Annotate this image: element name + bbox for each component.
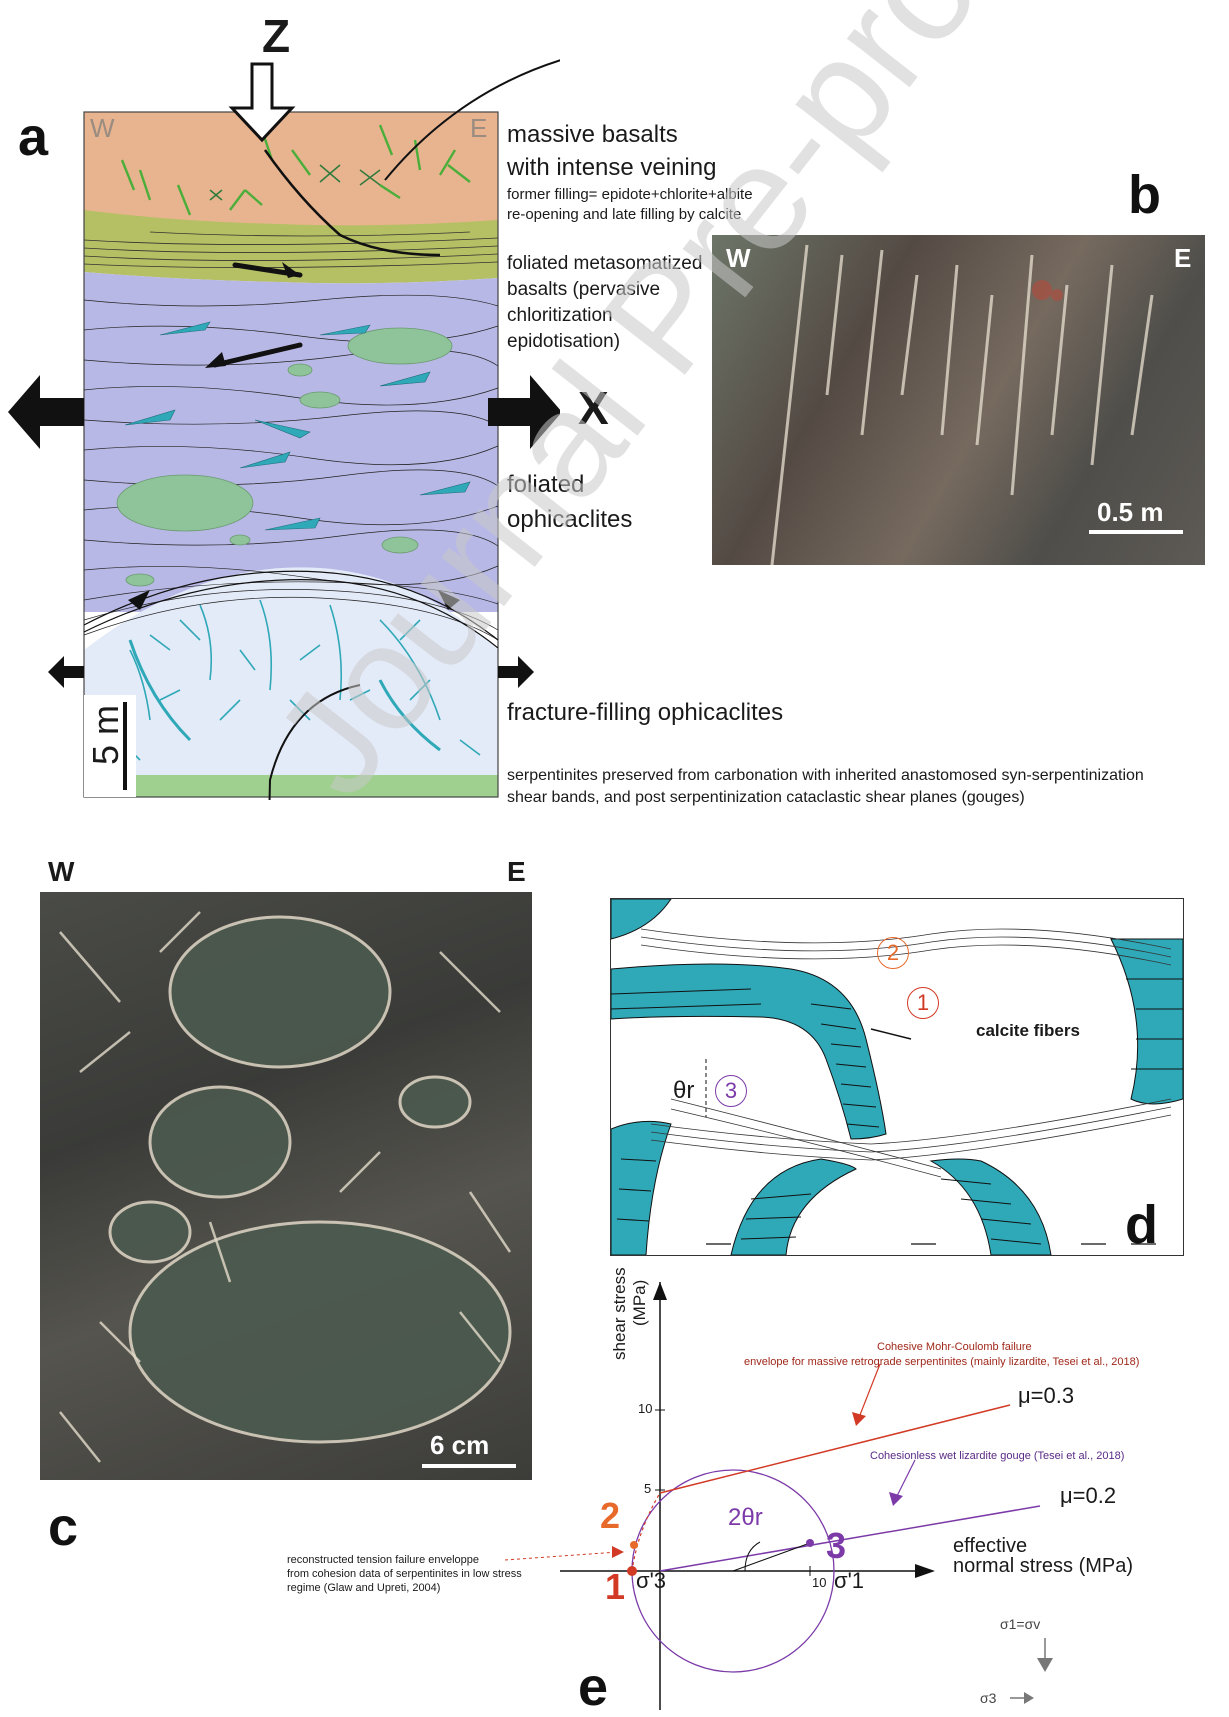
y-axis-label-2: (MPa) [630,1279,649,1326]
z-compression-arrow [228,62,296,143]
label-serpentinites-1: serpentinites preserved from carbonation… [507,767,1144,784]
x-axis-label-1: effective [953,1535,1028,1557]
panel-letter-c: c [48,1497,79,1557]
panel-a-block-diagram [8,59,560,800]
label-serpentinites-2: shear bands, and post serpentinization c… [507,789,1025,806]
label-basalts-note-1: former filling= epidote+chlorite+albite [507,186,753,203]
label-basalts-2: with intense veining [507,154,717,181]
label-meta-3: chloritization [507,305,613,326]
x-arrow-right [488,375,560,449]
stress-sigma1-label: σ1=σv [1000,1616,1041,1632]
panel-letter-d: d [1125,1195,1158,1255]
label-basalts-1: massive basalts [507,121,678,148]
compass-e-c: E [507,856,526,887]
x-arrow-left [8,375,84,449]
point-3-label: 3 [826,1525,847,1566]
mu-03-label: μ=0.3 [1018,1383,1075,1408]
outcrop-photo-c: 6 cm [40,892,532,1480]
tension-label-2: from cohesion data of serpentinites in l… [287,1568,522,1580]
y-axis-label-1: shear stress [610,1267,629,1360]
small-arrow-left [48,656,84,688]
marker-d-1: 1 [907,987,939,1019]
outcrop-photo-b: W E 0.5 m [712,235,1205,565]
calcite-fibers-label: calcite fibers [976,1021,1080,1040]
small-arrow-right [498,656,534,688]
fracture-ophicalcite-layer [84,567,498,775]
cohesive-label-2: envelope for massive retrograde serpenti… [744,1356,1140,1368]
label-meta-2: basalts (pervasive [507,279,661,300]
scale-label-c: 6 cm [430,1430,490,1460]
meta-basalt-layer [84,210,498,284]
axis-x-label: X [578,382,609,434]
stress-sigma3-label: σ3 [980,1690,997,1706]
scale-label-a: 5 m [85,704,126,765]
cohesionless-label: Cohesionless wet lizardite gouge (Tesei … [870,1450,1125,1462]
mu-02-label: μ=0.2 [1060,1483,1117,1508]
label-ophi-2: ophicaclites [507,506,633,533]
label-fracture-filling: fracture-filling ophicaclites [507,699,784,726]
panel-d-frame: 2 1 3 calcite fibers θr [610,898,1184,1256]
point-1-label: 1 [605,1566,626,1607]
panel-letter-b: b [1128,165,1161,225]
theta-r-label: θr [673,1077,695,1104]
marker-d-2: 2 [877,937,909,969]
sigma1-label: σ'1 [834,1568,865,1593]
label-meta-4: epidotisation) [507,331,621,352]
label-ophi-1: foliated [507,471,585,498]
scale-label-b: 0.5 m [1097,497,1164,527]
panel-e-mohr-diagram [504,1282,1053,1710]
compass-w-a: W [90,113,115,143]
panel-letter-e: e [578,1657,609,1717]
x-axis-label-2: normal stress (MPa) [953,1555,1134,1577]
compass-w-b: W [726,243,751,273]
point-2-label: 2 [600,1495,621,1536]
label-basalts-note-2: re-opening and late filling by calcite [507,206,742,223]
basalt-layer [84,112,498,227]
compass-e-a: E [470,113,488,143]
tension-label-3: regime (Glaw and Upreti, 2004) [287,1582,441,1594]
tick-y-5: 5 [644,1481,652,1496]
label-meta-1: foliated metasomatized [507,253,703,274]
tick-x-10: 10 [812,1575,827,1590]
compass-e-b: E [1174,243,1192,273]
two-theta-label: 2θr [728,1504,763,1531]
tick-y-10: 10 [638,1401,653,1416]
cohesive-label-1: Cohesive Mohr-Coulomb failure [877,1341,1032,1353]
compass-w-c: W [48,856,75,887]
axis-z-label: Z [262,10,291,62]
ophicalcite-layer [84,272,498,612]
panel-letter-a: a [18,107,49,167]
tension-label-1: reconstructed tension failure enveloppe [287,1554,480,1566]
sigma3-label: σ'3 [636,1568,667,1593]
serpentinite-layer [84,775,498,797]
marker-d-3: 3 [715,1075,747,1107]
